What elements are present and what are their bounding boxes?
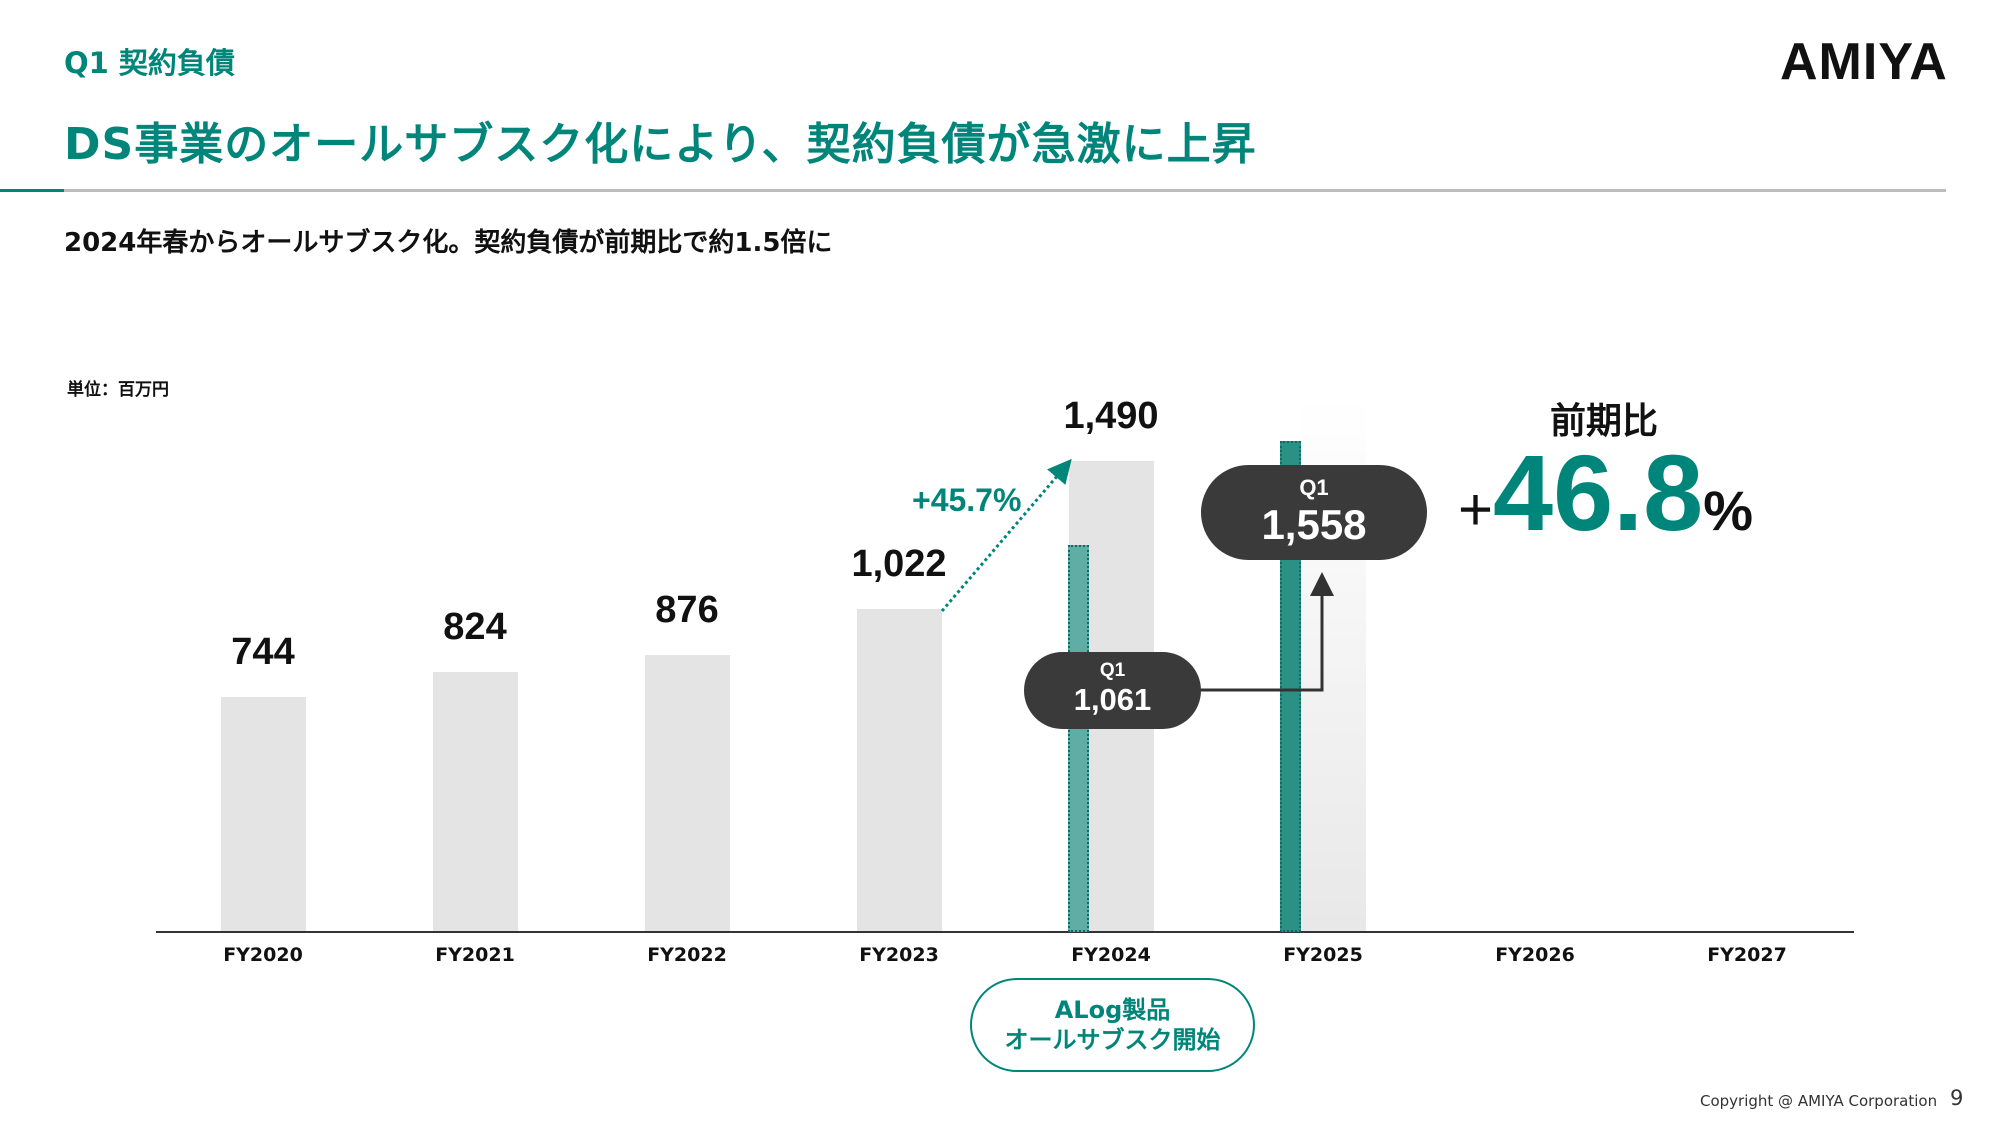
category-label: FY2021 <box>435 944 515 966</box>
category-label: FY2026 <box>1495 944 1575 966</box>
x-axis <box>156 931 1854 933</box>
yoy-value: +46.8% <box>1458 430 1753 555</box>
q1-bubble-fy2025: Q1 1,558 <box>1201 465 1427 560</box>
bar-fy2022 <box>645 655 730 932</box>
yoy-label: 前期比 <box>1550 401 1659 442</box>
category-label: FY2027 <box>1707 944 1787 966</box>
page-number: 9 <box>1950 1086 1964 1110</box>
page-subtitle: 2024年春からオールサブスク化。契約負債が前期比で約1.5倍に <box>64 228 833 258</box>
callout-line2: オールサブスク開始 <box>1004 1026 1221 1054</box>
alog-subscription-callout: ALog製品 オールサブスク開始 <box>970 978 1255 1072</box>
category-label: FY2025 <box>1283 944 1363 966</box>
growth-dotted-arrow <box>940 458 1072 612</box>
category-label: FY2023 <box>859 944 939 966</box>
header-divider-accent <box>0 189 64 192</box>
value-label: 1,490 <box>1063 395 1159 438</box>
value-label: 1,022 <box>851 543 947 586</box>
q1-bubble-label: Q1 <box>1299 475 1329 500</box>
category-label: FY2024 <box>1071 944 1151 966</box>
q1-bar-fy2025 <box>1280 441 1301 932</box>
bar-fy2020 <box>221 696 306 932</box>
q1-bubble-label: Q1 <box>1099 660 1126 681</box>
category-label: FY2020 <box>223 944 303 966</box>
callout-line1: ALog製品 <box>1054 996 1171 1024</box>
category-label: FY2022 <box>647 944 727 966</box>
yoy-sign: + <box>1458 476 1494 543</box>
header-divider <box>0 189 1946 192</box>
copyright: Copyright @ AMIYA Corporation <box>1700 1092 1938 1110</box>
yoy-suffix: % <box>1703 479 1754 542</box>
q1-bubble-value: 1,558 <box>1261 501 1367 548</box>
bar-fy2023 <box>857 609 942 932</box>
value-label: 876 <box>655 589 719 632</box>
yoy-number: 46.8 <box>1493 432 1704 553</box>
q1-bubble-value: 1,061 <box>1073 682 1152 717</box>
unit-label: 単位：百万円 <box>67 380 169 400</box>
q1-bar-fy2024 <box>1068 545 1089 932</box>
q1-connector-arrow <box>1200 572 1334 692</box>
growth-annotation: +45.7% <box>912 482 1022 518</box>
section-label: Q1 契約負債 <box>64 46 235 80</box>
page-title: DS事業のオールサブスク化により、契約負債が急激に上昇 <box>64 119 1257 170</box>
bar-fy2021 <box>433 671 518 932</box>
q1-bubble-fy2024: Q1 1,061 <box>1024 652 1201 729</box>
amiya-logo: AMIYA <box>1780 33 1948 91</box>
value-label: 824 <box>443 605 507 648</box>
value-label: 744 <box>231 630 295 673</box>
